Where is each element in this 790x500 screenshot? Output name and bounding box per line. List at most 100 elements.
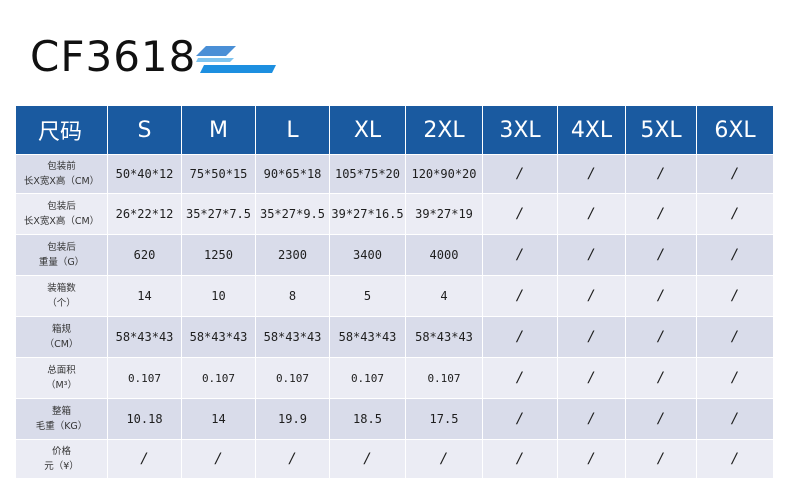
- cell-value: /: [697, 399, 774, 440]
- cell-value: /: [256, 440, 330, 479]
- cell-value: /: [483, 399, 558, 440]
- cell-value: 17.5: [406, 399, 483, 440]
- row-label-line2: （M³）: [45, 380, 77, 391]
- row-label-line1: 箱规: [51, 324, 71, 335]
- cell-value: 1250: [182, 235, 256, 276]
- row-label: 箱规 （CM）: [16, 317, 108, 358]
- row-label: 总面积 （M³）: [16, 358, 108, 399]
- row-label-line2: 元（¥）: [44, 461, 79, 472]
- spec-row: 包装后 重量（G） 620 1250 2300 3400 4000// / /: [16, 235, 774, 276]
- cell-value: 0.107: [406, 358, 483, 399]
- cell-value: /: [626, 317, 697, 358]
- cell-value: 35*27*9.5: [256, 194, 330, 235]
- cell-value: /: [558, 276, 626, 317]
- row-label-line1: 价格: [51, 446, 71, 457]
- cell-value: /: [697, 358, 774, 399]
- cell-value: 105*75*20: [330, 155, 406, 194]
- row-label-line2: 重量（G）: [38, 257, 85, 268]
- cell-value: /: [697, 317, 774, 358]
- cell-value: /: [626, 276, 697, 317]
- size-header: 3XL: [483, 106, 558, 155]
- header-row: 尺码 S M L XL 2XL 3XL 4XL 5XL 6XL: [16, 106, 774, 155]
- cell-value: /: [626, 440, 697, 479]
- spec-row: 价格 元（¥） / / / / / / / / /: [16, 440, 774, 479]
- row-label: 装箱数 （个）: [16, 276, 108, 317]
- cell-value: /: [697, 235, 774, 276]
- row-label-line1: 包装后: [47, 201, 76, 212]
- spec-row: 包装后 长X宽X高（CM） 26*22*12 35*27*7.5 35*27*9.5 39…: [16, 194, 774, 235]
- cell-value: 8: [256, 276, 330, 317]
- cell-value: 18.5: [330, 399, 406, 440]
- cell-value: 14: [108, 276, 182, 317]
- cell-value: 10.18: [108, 399, 182, 440]
- cell-value: 0.107: [330, 358, 406, 399]
- row-label-line1: 包装前: [47, 161, 76, 172]
- cell-value: 0.107: [182, 358, 256, 399]
- cell-value: /: [626, 358, 697, 399]
- cell-value: 26*22*12: [108, 194, 182, 235]
- cell-value: 4000: [406, 235, 483, 276]
- cell-value: /: [406, 440, 483, 479]
- cell-value: /: [558, 194, 626, 235]
- row-label-line2: 长X宽X高（CM）: [23, 176, 100, 187]
- stripe-top: [196, 46, 236, 56]
- cell-value: 58*43*43: [330, 317, 406, 358]
- size-header: L: [256, 106, 330, 155]
- cell-value: /: [558, 399, 626, 440]
- row-label: 整箱 毛重（KG）: [16, 399, 108, 440]
- size-header: 5XL: [626, 106, 697, 155]
- cell-value: /: [108, 440, 182, 479]
- cell-value: 0.107: [256, 358, 330, 399]
- cell-value: 90*65*18: [256, 155, 330, 194]
- cell-value: 39*27*19: [406, 194, 483, 235]
- cell-value: 620: [108, 235, 182, 276]
- spec-row: 装箱数 （个） 14 10 8 5 4// / /: [16, 276, 774, 317]
- cell-value: 75*50*15: [182, 155, 256, 194]
- cell-value: /: [626, 235, 697, 276]
- cell-value: 0.107: [108, 358, 182, 399]
- row-label-line2: （个）: [47, 298, 76, 309]
- decorative-stripes: [196, 46, 276, 73]
- cell-value: /: [483, 276, 558, 317]
- cell-value: 14: [182, 399, 256, 440]
- cell-value: /: [483, 235, 558, 276]
- row-label: 包装后长X宽X高（CM）: [16, 194, 108, 235]
- row-label-line2: 长X宽X高（CM）: [23, 216, 100, 227]
- cell-value: 4: [406, 276, 483, 317]
- row-label-line1: 装箱数: [47, 283, 76, 294]
- cell-value: /: [558, 317, 626, 358]
- cell-value: 5: [330, 276, 406, 317]
- spec-row: 包装前 长X宽X高（CM） 50*40*12 75*50*15 90*65*18 105*…: [16, 155, 774, 194]
- cell-value: 50*40*12: [108, 155, 182, 194]
- size-header: XL: [330, 106, 406, 155]
- row-label: 价格元（¥）: [16, 440, 108, 479]
- cell-value: 58*43*43: [256, 317, 330, 358]
- row-label: 包装后重量（G）: [16, 235, 108, 276]
- cell-value: 58*43*43: [108, 317, 182, 358]
- size-spec-table: 尺码 S M L XL 2XL 3XL 4XL 5XL 6XL 包装前长X宽X高…: [16, 106, 774, 479]
- cell-value: 10: [182, 276, 256, 317]
- cell-value: 19.9: [256, 399, 330, 440]
- size-header: 6XL: [697, 106, 774, 155]
- cell-value: 2300: [256, 235, 330, 276]
- cell-value: /: [558, 440, 626, 479]
- cell-value: /: [182, 440, 256, 479]
- spec-row: 箱规 （CM） 58*43*43 58*43*43 58*43*43 58*43*43 58…: [16, 317, 774, 358]
- cell-value: /: [483, 194, 558, 235]
- cell-value: /: [558, 155, 626, 194]
- cell-value: /: [330, 440, 406, 479]
- size-header: S: [108, 106, 182, 155]
- stripe-middle: [196, 58, 234, 62]
- cell-value: /: [483, 317, 558, 358]
- row-label-line1: 包装后: [47, 242, 76, 253]
- cell-value: 58*43*43: [406, 317, 483, 358]
- row-label: 包装前长X宽X高（CM）: [16, 155, 108, 194]
- cell-value: /: [697, 276, 774, 317]
- row-label-line2: 毛重（KG）: [35, 421, 88, 432]
- cell-value: /: [697, 440, 774, 479]
- cell-value: /: [558, 235, 626, 276]
- size-header: 4XL: [558, 106, 626, 155]
- size-header: 2XL: [406, 106, 483, 155]
- spec-row: 总面积 （M³） 0.107 0.107 0.107 0.107 0.107// / /: [16, 358, 774, 399]
- cell-value: 3400: [330, 235, 406, 276]
